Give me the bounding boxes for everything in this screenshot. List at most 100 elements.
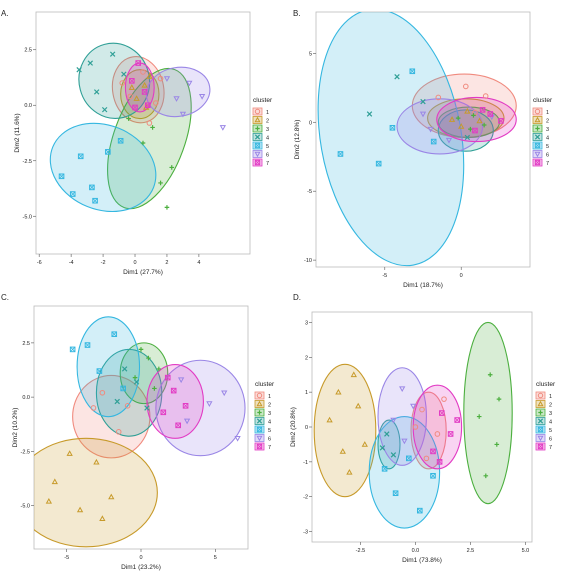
point-marker (84, 342, 91, 348)
point-marker (126, 116, 131, 121)
point-marker (487, 111, 494, 117)
point-marker (399, 386, 406, 392)
panel-2: -5 0 5 0 -5 -10 Dim1 (18.7%) Dim2 (12.8%) B. clus… (293, 9, 553, 289)
point-marker (441, 396, 447, 402)
point-marker (346, 468, 353, 475)
y-tick-label: 3 (305, 320, 308, 326)
x-tick-label: 5.0 (522, 548, 530, 554)
point-marker (179, 111, 187, 118)
x-tick-label: 5 (214, 555, 217, 561)
point-marker (70, 191, 76, 197)
legend-label-4: 4 (549, 420, 552, 426)
point-marker (390, 417, 397, 424)
point-marker (401, 438, 408, 445)
x-axis-title: Dim1 (73.8%) (402, 557, 442, 564)
point-marker (96, 368, 103, 374)
cluster-ellipse-6 (155, 359, 246, 457)
cluster-ellipse-7 (146, 364, 204, 439)
point-marker (132, 104, 138, 111)
point-marker (70, 346, 76, 352)
point-marker (108, 493, 115, 500)
y-tick-label: -5.0 (21, 504, 30, 510)
y-tick-label: 5 (309, 51, 312, 57)
y-tick-label: -3 (303, 530, 308, 536)
plot-content (34, 316, 246, 548)
point-marker (90, 405, 97, 411)
cluster-ellipse-5 (76, 316, 141, 418)
point-marker (87, 60, 94, 66)
cluster-ellipse-2 (313, 363, 377, 498)
point-marker (58, 173, 65, 179)
point-marker (535, 126, 540, 131)
point-marker (121, 71, 127, 77)
point-marker (101, 106, 108, 113)
legend-key-1 (252, 107, 263, 116)
point-marker (534, 151, 541, 158)
legend-label-2: 2 (546, 119, 549, 125)
legend-key-1 (535, 391, 546, 400)
point-marker (430, 138, 437, 145)
point-marker (256, 392, 263, 399)
point-marker (133, 379, 140, 385)
point-marker (538, 444, 543, 449)
legend-label-1: 1 (268, 394, 271, 400)
point-marker (89, 184, 95, 191)
y-tick-label: 2.5 (24, 48, 32, 54)
point-marker (538, 410, 543, 415)
point-marker (145, 102, 151, 108)
point-marker (170, 387, 177, 394)
point-marker (256, 443, 263, 450)
point-marker (454, 417, 460, 423)
y-tick-label: 2.5 (22, 341, 30, 347)
point-marker (92, 197, 98, 204)
point-marker (138, 347, 144, 352)
point-marker (481, 122, 487, 128)
point-marker (464, 134, 471, 141)
legend-label-3: 3 (266, 127, 269, 133)
panel-label: C. (1, 293, 9, 302)
point-marker (135, 60, 142, 66)
point-marker (427, 126, 434, 133)
cluster-ellipse-7 (412, 384, 463, 470)
point-marker (254, 108, 261, 115)
cluster-ellipse-4 (78, 42, 151, 119)
point-marker (389, 124, 396, 131)
point-marker (483, 473, 489, 479)
point-marker (463, 83, 469, 90)
cluster-ellipse-4 (95, 348, 163, 437)
panel-label: D. (293, 293, 301, 302)
point-marker (175, 422, 181, 429)
x-tick-label: -5 (64, 555, 69, 561)
point-marker (537, 443, 544, 450)
panel-1: -6 -4 -2 0 2 4 2.5 0.0 -2.5 -5.0 Dim1 (27.7%) Dim2 … (1, 9, 273, 276)
point-marker (488, 114, 495, 121)
point-marker (141, 89, 148, 95)
point-marker (51, 478, 58, 485)
legend-label-6: 6 (546, 153, 549, 159)
point-marker (494, 442, 500, 447)
legend-label-2: 2 (268, 403, 271, 409)
point-marker (256, 400, 263, 407)
point-marker (361, 441, 368, 447)
legend-label-6: 6 (549, 437, 552, 443)
point-marker (186, 80, 193, 87)
y-tick-label: -2.5 (21, 449, 30, 455)
point-marker (537, 435, 544, 442)
point-marker (163, 76, 171, 82)
legend-label-7: 7 (266, 161, 269, 167)
x-tick-label: 0 (139, 555, 142, 561)
legend-label-7: 7 (546, 161, 549, 167)
point-marker (534, 108, 541, 115)
point-marker (406, 455, 412, 461)
point-marker (132, 104, 138, 111)
point-marker (384, 431, 390, 437)
point-marker (257, 410, 262, 415)
legend-key-1 (254, 391, 265, 400)
point-marker (164, 205, 170, 210)
point-marker (76, 506, 84, 513)
point-marker (146, 355, 151, 361)
legend-label-2: 2 (266, 119, 269, 125)
plot-content (313, 321, 513, 529)
point-marker (84, 342, 91, 348)
point-marker (537, 400, 544, 407)
